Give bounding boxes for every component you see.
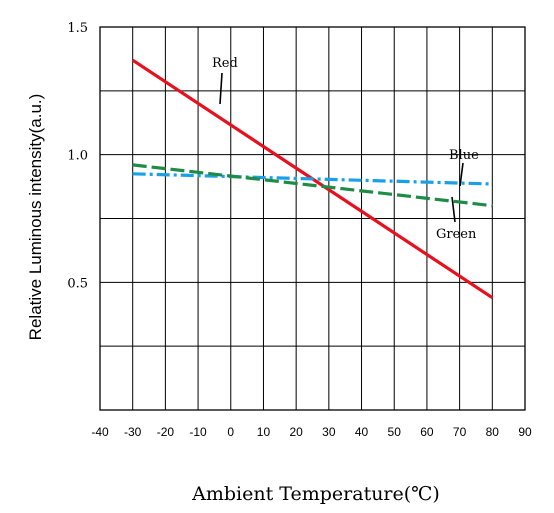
series-label-red: Red [212, 56, 238, 71]
leader-line-green [451, 196, 456, 223]
x-tick-label: 20 [289, 425, 303, 439]
y-axis-label: Relative Luminous intensity(a.u.) [26, 94, 45, 341]
x-tick-label: -30 [124, 425, 142, 439]
x-tick-label: 0 [227, 425, 234, 439]
x-axis-label: Ambient Temperature(℃) [191, 483, 440, 505]
series-line-green [132, 163, 493, 208]
x-tick-label: 60 [420, 425, 434, 439]
series-lines [131, 58, 494, 300]
series-label-green: Green [436, 227, 477, 242]
x-tick-label: -40 [91, 425, 109, 439]
x-tick-label: 10 [257, 425, 271, 439]
x-tick-label: 80 [486, 425, 500, 439]
y-tick-label: 0.5 [67, 276, 88, 291]
x-tick-label: 50 [388, 425, 402, 439]
series-annotations: Red Blue Green [212, 56, 479, 242]
leader-line-red [219, 72, 223, 105]
x-tick-label: 70 [453, 425, 467, 439]
x-tick-label: 90 [518, 425, 532, 439]
x-tick-label: -20 [157, 425, 175, 439]
leader-line-blue [459, 162, 464, 187]
x-tick-label: 30 [322, 425, 336, 439]
x-tick-label: 40 [355, 425, 369, 439]
x-tick-label: -10 [189, 425, 207, 439]
series-label-blue: Blue [449, 148, 479, 163]
tick-labels: -40 -30 -20 -10 0 10 20 30 40 50 60 70 80 90 0.5 1.0 1.5 [67, 21, 532, 439]
series-line-blue [132, 172, 493, 186]
y-tick-label: 1.5 [67, 21, 88, 36]
grid [99, 26, 526, 411]
y-tick-label: 1.0 [67, 149, 88, 164]
